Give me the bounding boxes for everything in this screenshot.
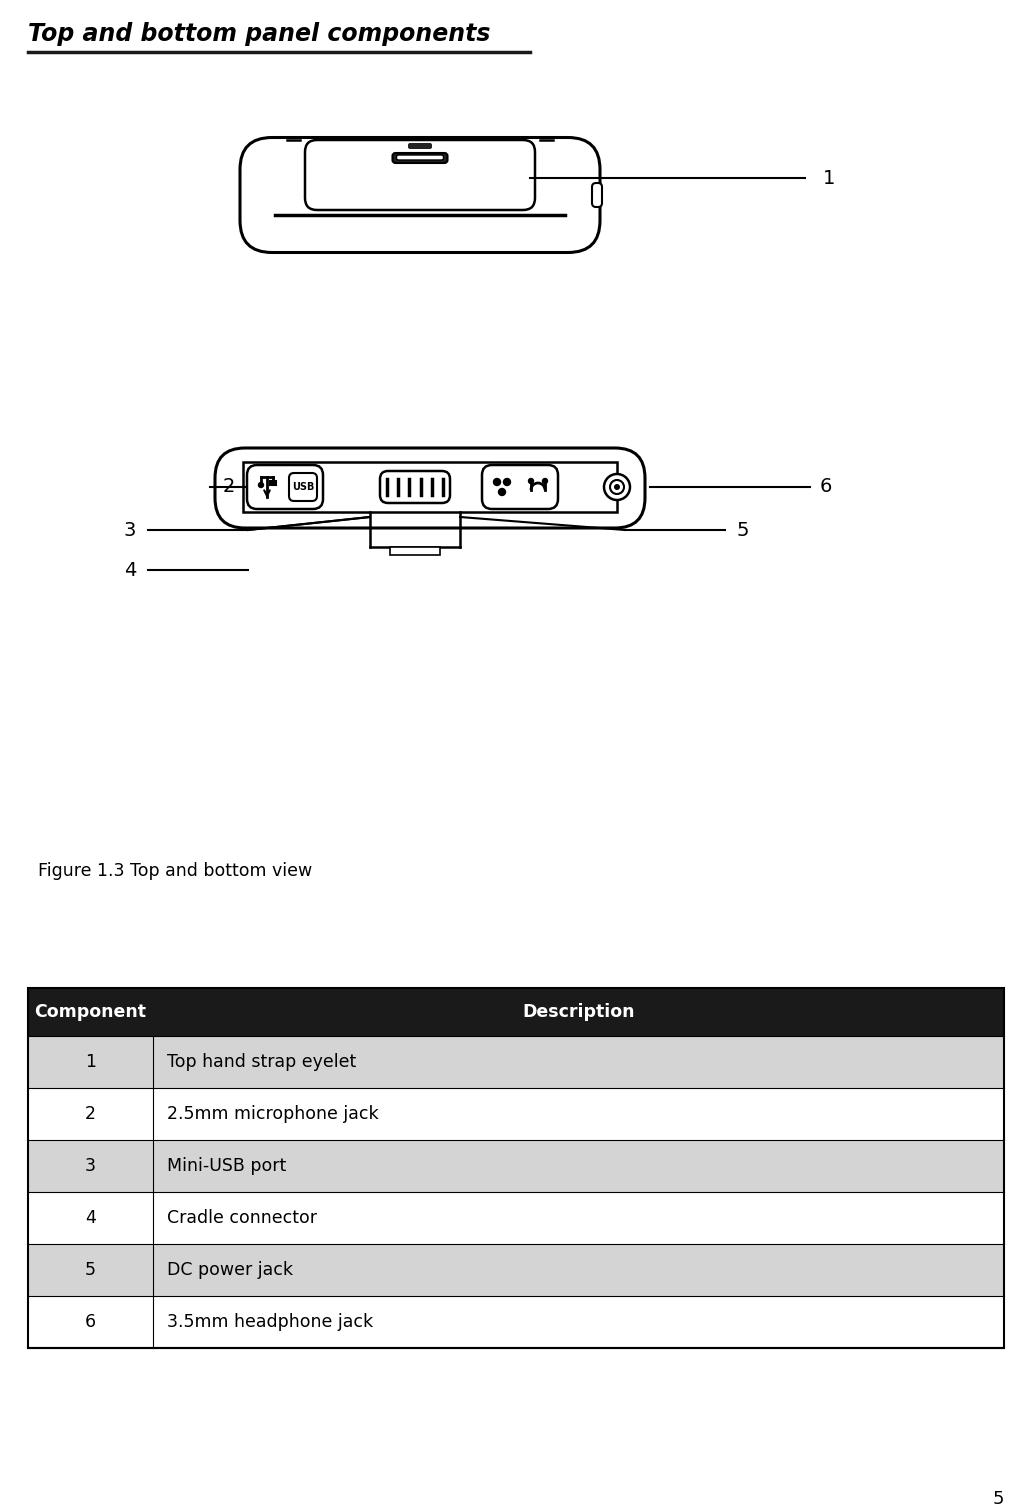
Bar — [28, 988, 1004, 1037]
FancyBboxPatch shape — [305, 141, 535, 210]
Circle shape — [610, 480, 624, 494]
Text: 4: 4 — [124, 561, 136, 580]
Text: Figure 1.3 Top and bottom view: Figure 1.3 Top and bottom view — [38, 861, 313, 879]
Text: 1: 1 — [823, 169, 835, 187]
Text: 2: 2 — [223, 477, 235, 497]
FancyBboxPatch shape — [289, 473, 317, 502]
Text: Component: Component — [34, 1003, 147, 1021]
FancyBboxPatch shape — [215, 447, 645, 527]
Text: 1: 1 — [85, 1053, 96, 1071]
FancyBboxPatch shape — [247, 465, 323, 509]
Bar — [28, 1192, 1004, 1244]
FancyBboxPatch shape — [240, 138, 600, 252]
Text: DC power jack: DC power jack — [167, 1262, 293, 1278]
Bar — [28, 1244, 1004, 1296]
Circle shape — [504, 479, 511, 485]
Bar — [243, 462, 617, 512]
Text: 5: 5 — [993, 1490, 1004, 1508]
Text: Top and bottom panel components: Top and bottom panel components — [28, 23, 490, 45]
Text: 4: 4 — [85, 1209, 96, 1227]
Text: 6: 6 — [85, 1313, 96, 1331]
Text: Top hand strap eyelet: Top hand strap eyelet — [167, 1053, 356, 1071]
Bar — [270, 480, 276, 485]
FancyBboxPatch shape — [482, 465, 558, 509]
Bar — [28, 1037, 1004, 1088]
Circle shape — [614, 484, 620, 490]
Text: Cradle connector: Cradle connector — [167, 1209, 317, 1227]
Text: 3: 3 — [85, 1157, 96, 1176]
Bar — [28, 1088, 1004, 1139]
Bar — [28, 988, 1004, 1348]
Text: 3.5mm headphone jack: 3.5mm headphone jack — [167, 1313, 374, 1331]
FancyBboxPatch shape — [592, 183, 602, 207]
Circle shape — [604, 474, 630, 500]
Circle shape — [258, 482, 263, 488]
Circle shape — [528, 479, 534, 484]
Text: 5: 5 — [737, 520, 749, 539]
FancyBboxPatch shape — [396, 156, 444, 160]
Bar — [28, 1139, 1004, 1192]
Text: 5: 5 — [85, 1262, 96, 1278]
FancyBboxPatch shape — [408, 144, 432, 150]
Text: 3: 3 — [124, 520, 136, 539]
Text: Description: Description — [522, 1003, 635, 1021]
Text: 2: 2 — [85, 1105, 96, 1123]
Circle shape — [498, 488, 506, 496]
Circle shape — [543, 479, 548, 484]
Text: Mini-USB port: Mini-USB port — [167, 1157, 286, 1176]
Text: 6: 6 — [820, 477, 833, 497]
FancyBboxPatch shape — [380, 471, 450, 503]
FancyBboxPatch shape — [392, 153, 448, 163]
Text: USB: USB — [292, 482, 314, 493]
Text: 2.5mm microphone jack: 2.5mm microphone jack — [167, 1105, 379, 1123]
Bar — [390, 547, 440, 555]
Bar — [28, 1296, 1004, 1348]
Circle shape — [493, 479, 501, 485]
